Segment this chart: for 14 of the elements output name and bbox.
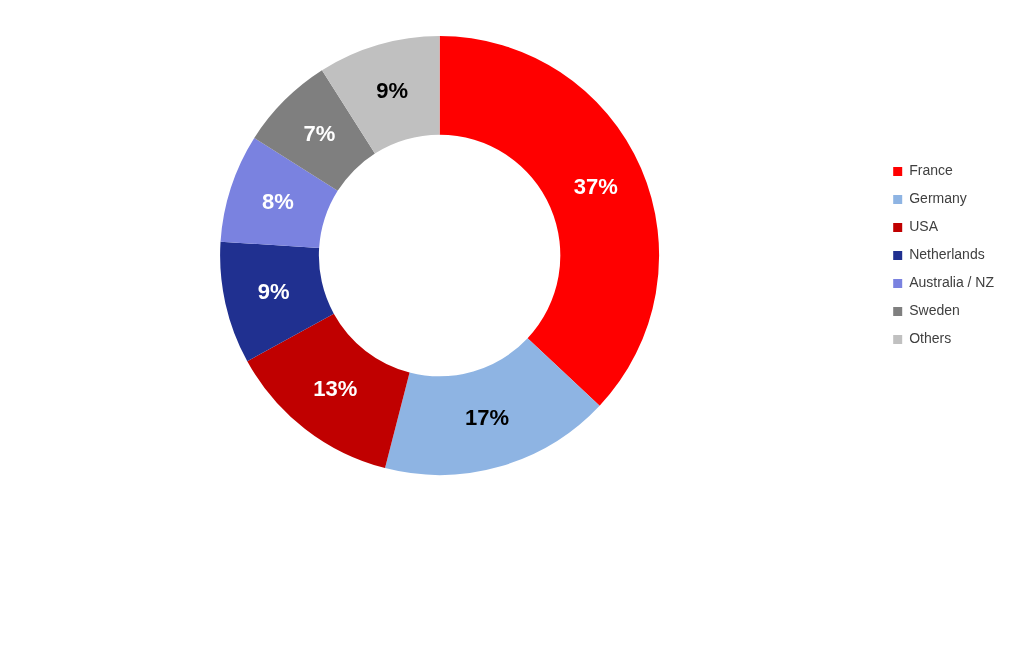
data-label: 9% xyxy=(376,78,409,104)
data-label: 13% xyxy=(313,375,358,401)
data-label: 37% xyxy=(573,174,618,199)
data-label: 17% xyxy=(465,404,510,430)
legend-label: USA xyxy=(909,218,939,235)
data-label: 9% xyxy=(257,278,290,304)
legend-label: Germany xyxy=(909,190,967,207)
legend-label: Others xyxy=(909,330,952,347)
data-label: 7% xyxy=(303,121,336,147)
legend-label: Australia / NZ xyxy=(909,274,995,291)
legend-label: Netherlands xyxy=(909,246,985,263)
legend-label: France xyxy=(909,162,953,179)
legend-label: Sweden xyxy=(909,302,960,319)
data-label: 8% xyxy=(261,188,294,214)
